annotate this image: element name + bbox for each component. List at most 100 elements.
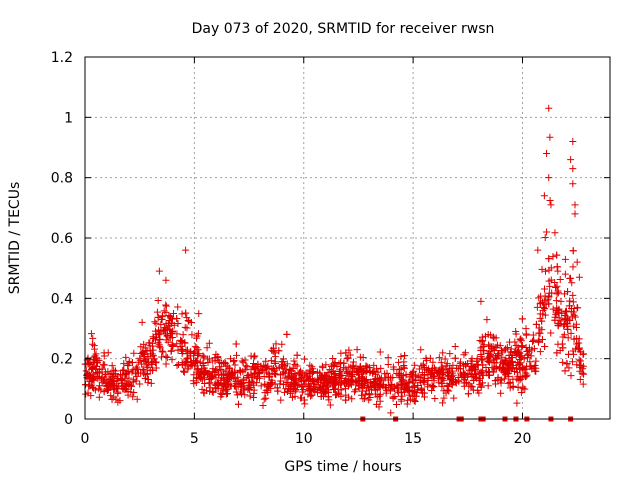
data-point (220, 380, 228, 388)
data-point (241, 391, 249, 399)
data-point (181, 323, 189, 331)
data-point (543, 228, 551, 236)
data-point (320, 371, 328, 379)
data-point (306, 366, 314, 374)
data-point (154, 297, 162, 305)
data-point (253, 375, 261, 383)
data-point (337, 371, 345, 379)
data-point (173, 315, 181, 323)
y-tick-label: 0.2 (51, 352, 73, 368)
data-point (451, 354, 459, 362)
data-point (130, 349, 138, 357)
data-point (515, 376, 523, 384)
data-point (462, 379, 470, 387)
data-point (293, 351, 301, 359)
data-point (290, 357, 298, 365)
data-point (260, 395, 268, 403)
data-point (257, 382, 265, 390)
data-point (130, 376, 138, 384)
data-point (104, 349, 112, 357)
data-point (201, 368, 209, 376)
data-point (330, 386, 338, 394)
data-point (290, 381, 298, 389)
data-point (568, 279, 576, 287)
data-point (570, 311, 578, 319)
data-point (429, 358, 437, 366)
data-point (120, 366, 128, 374)
data-point (509, 382, 517, 390)
x-tick-label: 20 (514, 431, 532, 447)
data-point (492, 364, 500, 372)
data-point (377, 376, 385, 384)
data-point (526, 358, 534, 366)
data-point (231, 375, 239, 383)
data-point (190, 349, 198, 357)
data-point (541, 305, 549, 313)
data-point (250, 353, 258, 361)
data-point (440, 394, 448, 402)
data-point (545, 104, 553, 112)
data-point (132, 365, 140, 373)
data-point (331, 370, 339, 378)
data-point (564, 334, 572, 342)
data-point (225, 371, 233, 379)
data-point (403, 383, 411, 391)
data-point (166, 325, 174, 333)
data-point (321, 372, 329, 380)
data-point (445, 380, 453, 388)
data-point (571, 201, 579, 209)
data-point (147, 350, 155, 358)
data-point (329, 355, 337, 363)
data-point (430, 383, 438, 391)
data-point (239, 358, 247, 366)
data-point (232, 351, 240, 359)
data-point (174, 319, 182, 327)
data-point (439, 399, 447, 407)
data-point (85, 382, 93, 390)
data-point (151, 318, 159, 326)
data-point (182, 358, 190, 366)
data-point (324, 369, 332, 377)
data-point (468, 383, 476, 391)
data-point (347, 372, 355, 380)
data-point (439, 349, 447, 357)
data-point (469, 364, 477, 372)
data-point (173, 340, 181, 348)
data-point (173, 361, 181, 369)
data-point (291, 380, 299, 388)
data-point (108, 362, 116, 370)
data-point (364, 384, 372, 392)
data-point (291, 371, 299, 379)
data-point (547, 201, 555, 209)
data-point (248, 377, 256, 385)
data-point (573, 304, 581, 312)
data-point (232, 340, 240, 348)
data-point (150, 355, 158, 363)
data-point (323, 375, 331, 383)
data-point (369, 369, 377, 377)
data-point (365, 364, 373, 372)
data-point (579, 350, 587, 358)
data-point (154, 339, 162, 347)
data-point (119, 385, 127, 393)
data-point (388, 383, 396, 391)
data-point (479, 347, 487, 355)
data-point (123, 369, 131, 377)
data-point (570, 304, 578, 312)
data-point (224, 380, 232, 388)
data-point (529, 337, 537, 345)
data-point (164, 338, 172, 346)
data-point (506, 338, 514, 346)
data-point (208, 372, 216, 380)
data-point (225, 365, 233, 373)
data-point (545, 174, 553, 182)
data-point (484, 382, 492, 390)
data-point (259, 366, 267, 374)
data-point (240, 375, 248, 383)
data-point (420, 389, 428, 397)
data-point (91, 373, 99, 381)
data-point (304, 390, 312, 398)
data-point (178, 338, 186, 346)
data-point (568, 358, 576, 366)
data-point (282, 385, 290, 393)
